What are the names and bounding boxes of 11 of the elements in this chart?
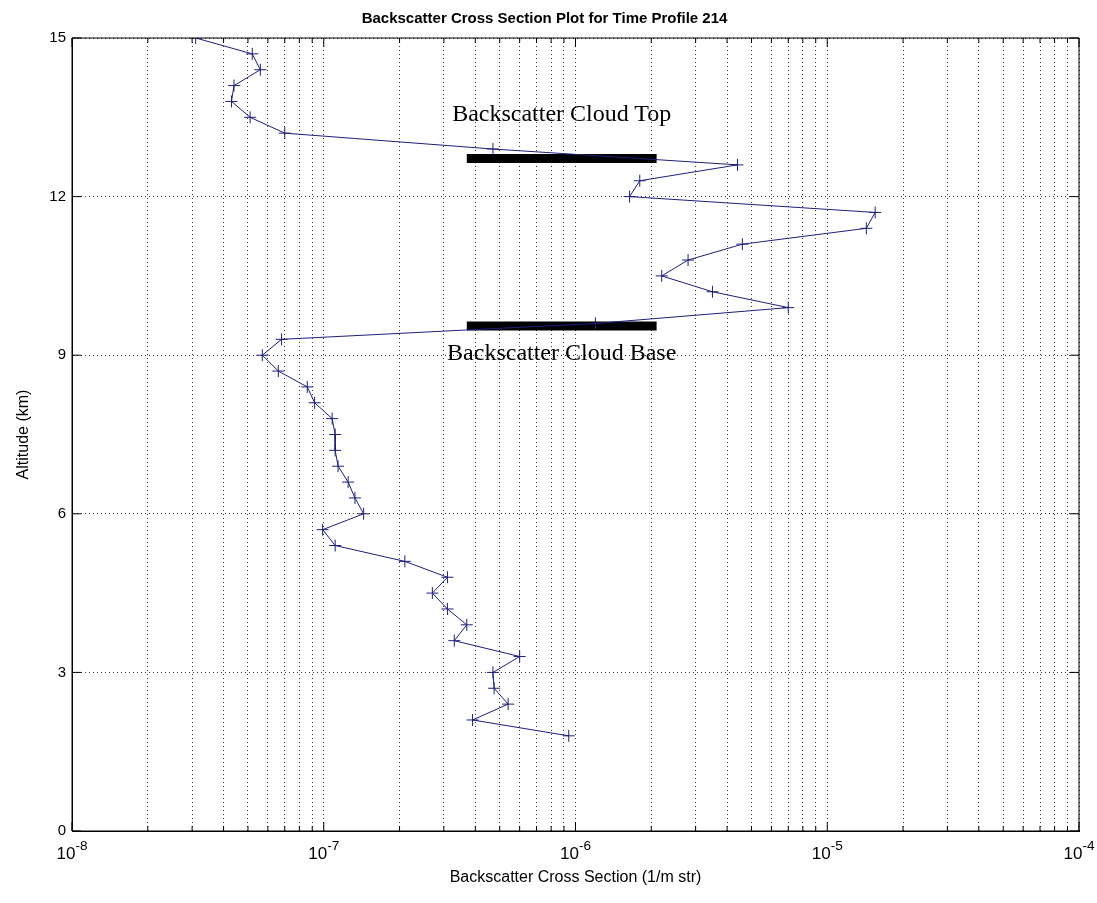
- y-tick-label: 0: [57, 821, 66, 839]
- annotation: Backscatter Cloud Base: [447, 339, 677, 366]
- y-tick-label: 9: [57, 345, 66, 363]
- x-axis-title: Backscatter Cross Section (1/m str): [449, 867, 702, 885]
- y-tick-label: 12: [49, 186, 66, 204]
- y-tick-label: 6: [57, 503, 66, 521]
- annotation: Backscatter Cloud Top: [452, 99, 672, 126]
- y-tick-label: 15: [49, 28, 66, 46]
- y-tick-label: 3: [57, 662, 66, 680]
- y-axis-title: Altitude (km): [14, 389, 32, 480]
- chart-title: Backscatter Cross Section Plot for Time Profile 214: [361, 9, 728, 27]
